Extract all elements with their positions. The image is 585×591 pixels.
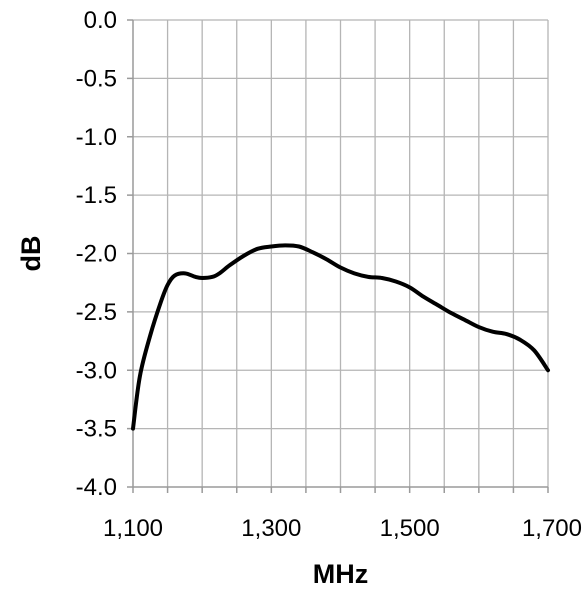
x-tick-label: 1,300 bbox=[241, 515, 301, 542]
y-tick-label: -4.0 bbox=[76, 474, 117, 501]
grid bbox=[133, 19, 549, 487]
series-layer bbox=[131, 243, 550, 431]
y-tick-label: -3.5 bbox=[76, 416, 117, 443]
y-tick-label: -1.5 bbox=[76, 182, 117, 209]
axes bbox=[127, 19, 549, 493]
y-tick-label: 0.0 bbox=[84, 7, 117, 34]
x-axis-tick-labels: 1,100 1,300 1,500 1,700 bbox=[103, 515, 582, 542]
y-axis-tick-labels: 0.0 -0.5 -1.0 -1.5 -2.0 -2.5 -3.0 -3.5 -4.0 bbox=[76, 7, 117, 501]
series-line bbox=[131, 243, 550, 431]
x-tick-label: 1,100 bbox=[103, 515, 163, 542]
y-tick-label: -1.0 bbox=[76, 124, 117, 151]
y-tick-label: -3.0 bbox=[76, 357, 117, 384]
y-tick-label: -2.5 bbox=[76, 299, 117, 326]
x-tick-label: 1,500 bbox=[380, 515, 440, 542]
y-tick-label: -2.0 bbox=[76, 241, 117, 268]
y-axis-title: dB bbox=[16, 236, 46, 272]
y-tick-label: -0.5 bbox=[76, 65, 117, 92]
x-tick-label: 1,700 bbox=[522, 515, 582, 542]
x-axis-title: MHz bbox=[313, 559, 369, 589]
